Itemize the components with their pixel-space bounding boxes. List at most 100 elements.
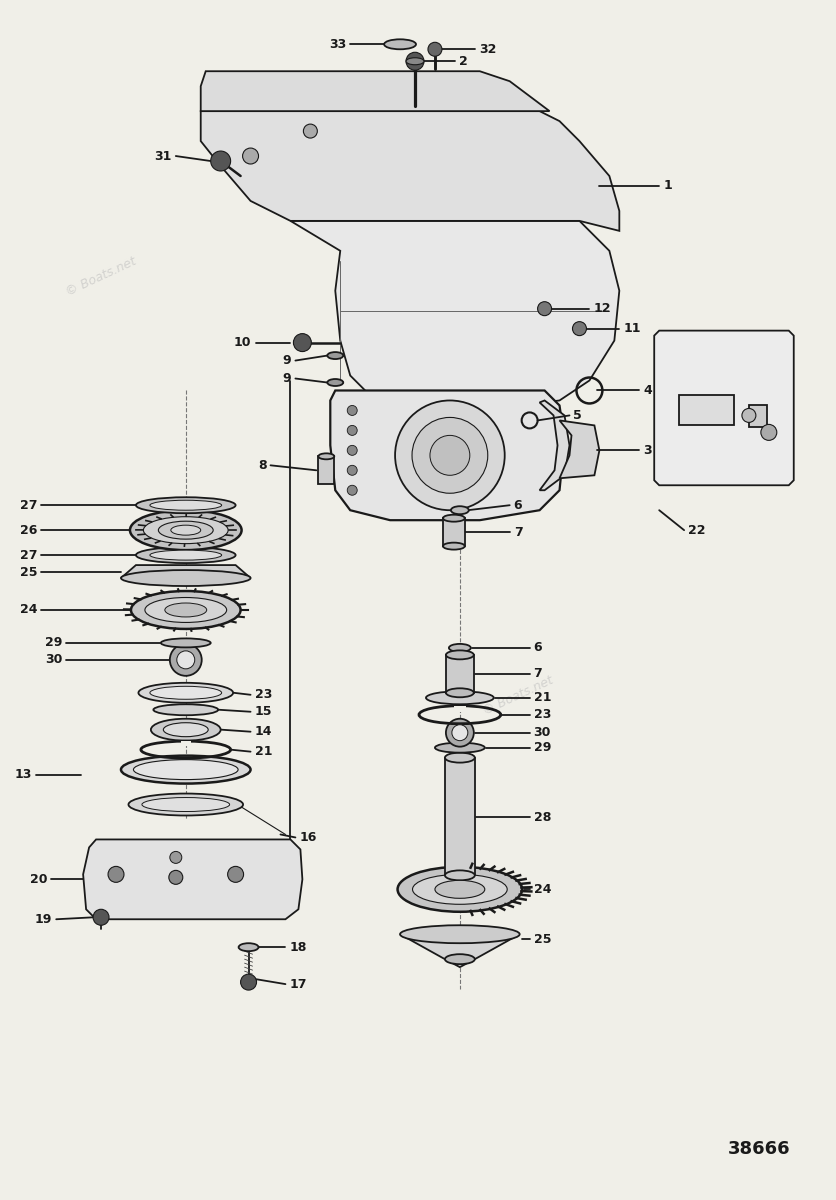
- Ellipse shape: [319, 454, 334, 460]
- Text: 17: 17: [289, 978, 307, 991]
- Ellipse shape: [144, 517, 228, 544]
- Polygon shape: [201, 112, 619, 230]
- Polygon shape: [400, 935, 520, 967]
- Circle shape: [242, 148, 258, 164]
- Text: 30: 30: [45, 653, 62, 666]
- Text: 30: 30: [533, 726, 551, 739]
- Circle shape: [347, 445, 357, 455]
- Ellipse shape: [171, 526, 201, 535]
- Text: 33: 33: [329, 37, 346, 50]
- Text: 15: 15: [254, 706, 272, 719]
- Circle shape: [406, 53, 424, 71]
- Ellipse shape: [443, 515, 465, 522]
- Text: 21: 21: [533, 691, 551, 704]
- Ellipse shape: [150, 719, 221, 740]
- Ellipse shape: [443, 542, 465, 550]
- Text: 5: 5: [573, 409, 582, 422]
- Polygon shape: [330, 390, 564, 520]
- Circle shape: [176, 650, 195, 668]
- Polygon shape: [83, 840, 303, 919]
- Text: 24: 24: [20, 604, 38, 617]
- Text: 7: 7: [533, 667, 543, 680]
- Circle shape: [227, 866, 243, 882]
- Circle shape: [108, 866, 124, 882]
- Text: 23: 23: [254, 689, 272, 701]
- Circle shape: [347, 426, 357, 436]
- Ellipse shape: [435, 743, 485, 752]
- Ellipse shape: [238, 943, 258, 952]
- Ellipse shape: [445, 870, 475, 881]
- Ellipse shape: [449, 644, 471, 652]
- Ellipse shape: [134, 760, 238, 780]
- Ellipse shape: [142, 798, 230, 811]
- Text: 8: 8: [257, 458, 267, 472]
- Ellipse shape: [406, 58, 424, 65]
- Circle shape: [170, 644, 201, 676]
- Text: 9: 9: [283, 372, 292, 385]
- Ellipse shape: [145, 598, 227, 623]
- Text: 28: 28: [533, 811, 551, 824]
- Ellipse shape: [426, 691, 494, 704]
- Text: © Boats.net: © Boats.net: [422, 434, 497, 479]
- Polygon shape: [539, 401, 569, 491]
- Circle shape: [169, 870, 183, 884]
- Circle shape: [452, 725, 468, 740]
- Text: 25: 25: [20, 565, 38, 578]
- Ellipse shape: [445, 752, 475, 763]
- Ellipse shape: [136, 497, 236, 514]
- Text: 10: 10: [234, 336, 252, 349]
- Ellipse shape: [158, 521, 213, 539]
- Circle shape: [573, 322, 586, 336]
- Text: 27: 27: [20, 548, 38, 562]
- Text: 11: 11: [624, 322, 641, 335]
- Text: 20: 20: [30, 872, 48, 886]
- Circle shape: [211, 151, 231, 170]
- Text: 25: 25: [533, 932, 551, 946]
- Text: 22: 22: [688, 523, 706, 536]
- Ellipse shape: [328, 379, 344, 386]
- Ellipse shape: [400, 925, 520, 943]
- Circle shape: [347, 466, 357, 475]
- Polygon shape: [290, 221, 619, 410]
- Bar: [181, 740, 191, 745]
- Ellipse shape: [153, 704, 218, 715]
- Text: 7: 7: [513, 526, 522, 539]
- Bar: [443, 518, 465, 546]
- Text: 12: 12: [594, 302, 611, 316]
- Polygon shape: [201, 71, 549, 112]
- Circle shape: [293, 334, 311, 352]
- Circle shape: [93, 910, 109, 925]
- Ellipse shape: [384, 40, 416, 49]
- Ellipse shape: [121, 756, 251, 784]
- Text: 14: 14: [254, 725, 272, 738]
- Text: 13: 13: [15, 768, 33, 781]
- Polygon shape: [655, 331, 793, 485]
- Ellipse shape: [121, 570, 251, 586]
- Text: 26: 26: [20, 523, 38, 536]
- Circle shape: [761, 425, 777, 440]
- Ellipse shape: [163, 722, 208, 737]
- Text: 18: 18: [289, 941, 307, 954]
- Bar: [445, 757, 475, 875]
- Text: 32: 32: [479, 43, 497, 55]
- Bar: [319, 456, 334, 485]
- Ellipse shape: [139, 683, 233, 703]
- Text: 3: 3: [643, 444, 652, 457]
- Circle shape: [446, 719, 474, 746]
- Ellipse shape: [150, 686, 222, 700]
- Ellipse shape: [150, 550, 222, 560]
- Circle shape: [170, 852, 181, 863]
- Ellipse shape: [451, 506, 469, 514]
- Text: 16: 16: [299, 830, 317, 844]
- Ellipse shape: [445, 954, 475, 964]
- Ellipse shape: [136, 547, 236, 563]
- Text: 21: 21: [254, 745, 272, 758]
- Bar: [446, 655, 474, 692]
- Ellipse shape: [131, 592, 241, 629]
- Ellipse shape: [446, 650, 474, 659]
- Text: 31: 31: [155, 150, 172, 162]
- Ellipse shape: [435, 881, 485, 899]
- Ellipse shape: [446, 689, 474, 697]
- Text: 27: 27: [20, 499, 38, 511]
- Text: © Boats.net: © Boats.net: [64, 254, 139, 299]
